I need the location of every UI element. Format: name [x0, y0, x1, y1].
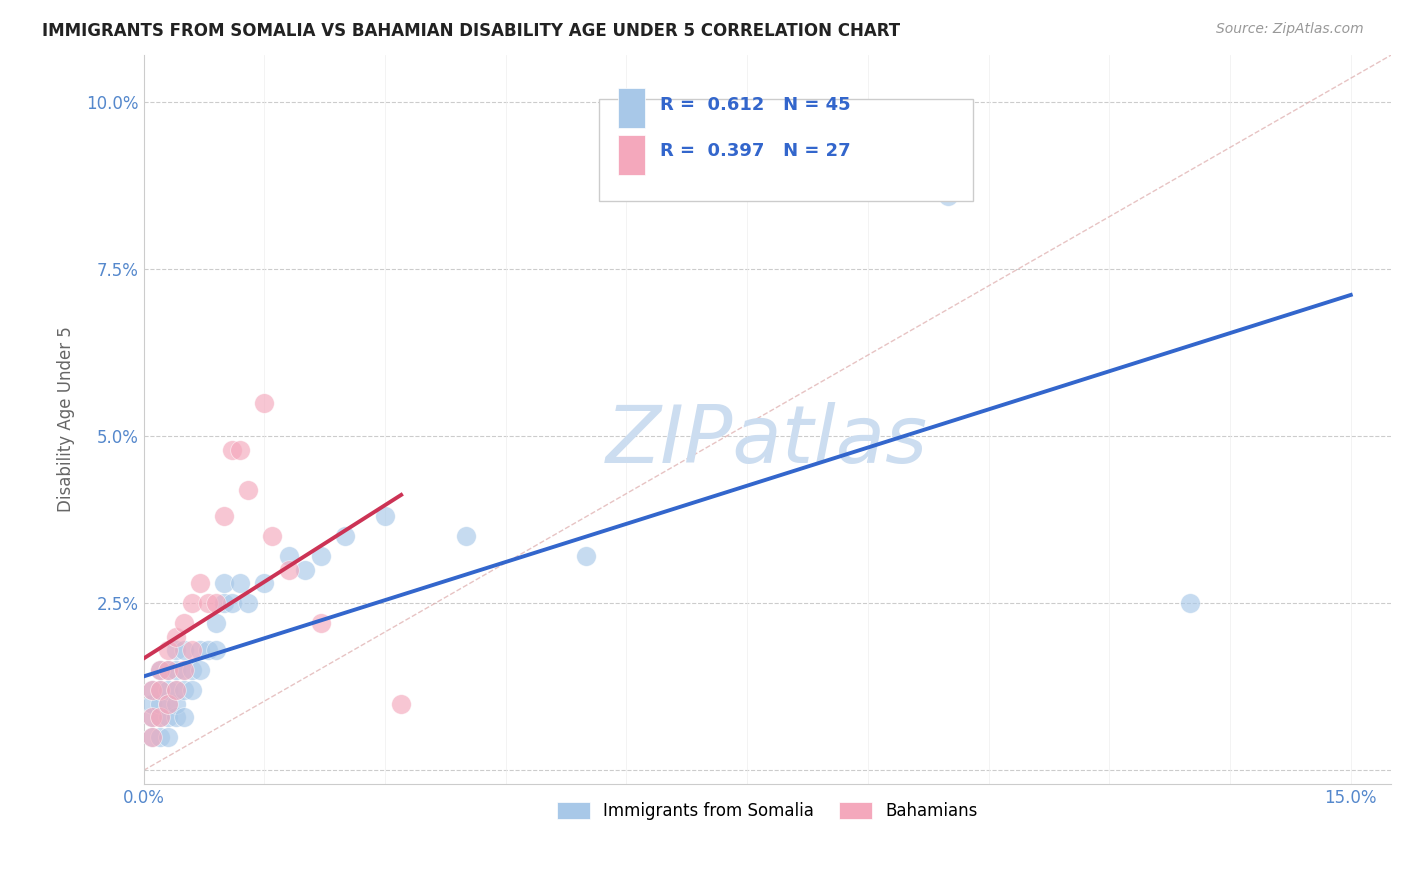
- Point: [156, 710, 179, 724]
- Point: [309, 549, 332, 564]
- Text: ZIPatlas: ZIPatlas: [606, 402, 928, 480]
- Point: [173, 683, 195, 698]
- Point: [389, 697, 412, 711]
- Point: [188, 663, 211, 677]
- Point: [181, 596, 204, 610]
- Text: R =  0.612   N = 45: R = 0.612 N = 45: [659, 95, 851, 113]
- Point: [165, 663, 187, 677]
- Point: [141, 697, 163, 711]
- Point: [165, 643, 187, 657]
- Point: [309, 616, 332, 631]
- Point: [149, 730, 172, 744]
- Point: [141, 730, 163, 744]
- Point: [197, 643, 219, 657]
- Point: [156, 683, 179, 698]
- Point: [253, 576, 276, 591]
- Point: [333, 529, 356, 543]
- Legend: Immigrants from Somalia, Bahamians: Immigrants from Somalia, Bahamians: [550, 795, 984, 826]
- Point: [238, 596, 260, 610]
- FancyBboxPatch shape: [617, 136, 645, 176]
- Point: [277, 563, 299, 577]
- Point: [277, 549, 299, 564]
- FancyBboxPatch shape: [617, 88, 645, 128]
- Point: [173, 616, 195, 631]
- Point: [212, 596, 235, 610]
- Point: [156, 730, 179, 744]
- Point: [188, 643, 211, 657]
- Point: [173, 663, 195, 677]
- Point: [149, 663, 172, 677]
- Point: [149, 683, 172, 698]
- Text: Source: ZipAtlas.com: Source: ZipAtlas.com: [1216, 22, 1364, 37]
- Point: [141, 710, 163, 724]
- Point: [149, 710, 172, 724]
- Point: [238, 483, 260, 497]
- Point: [205, 596, 228, 610]
- Point: [212, 576, 235, 591]
- Text: R =  0.397   N = 27: R = 0.397 N = 27: [659, 143, 851, 161]
- Point: [188, 576, 211, 591]
- Point: [149, 683, 172, 698]
- Point: [141, 683, 163, 698]
- FancyBboxPatch shape: [599, 99, 973, 201]
- Point: [165, 683, 187, 698]
- Point: [141, 683, 163, 698]
- Point: [165, 710, 187, 724]
- Point: [229, 576, 252, 591]
- Point: [149, 663, 172, 677]
- Point: [149, 697, 172, 711]
- Point: [165, 697, 187, 711]
- Point: [1178, 596, 1201, 610]
- Point: [221, 442, 243, 457]
- Point: [156, 663, 179, 677]
- Point: [212, 509, 235, 524]
- Point: [221, 596, 243, 610]
- Point: [156, 643, 179, 657]
- Point: [454, 529, 477, 543]
- Point: [181, 643, 204, 657]
- Point: [197, 596, 219, 610]
- Point: [156, 663, 179, 677]
- Point: [205, 616, 228, 631]
- Point: [253, 395, 276, 409]
- Point: [205, 643, 228, 657]
- Point: [149, 710, 172, 724]
- Point: [938, 188, 960, 202]
- Point: [181, 663, 204, 677]
- Point: [173, 663, 195, 677]
- Point: [575, 549, 598, 564]
- Point: [262, 529, 284, 543]
- Point: [374, 509, 396, 524]
- Y-axis label: Disability Age Under 5: Disability Age Under 5: [58, 326, 75, 512]
- Point: [173, 643, 195, 657]
- Point: [165, 683, 187, 698]
- Point: [156, 697, 179, 711]
- Point: [141, 710, 163, 724]
- Point: [229, 442, 252, 457]
- Point: [156, 697, 179, 711]
- Point: [141, 730, 163, 744]
- Point: [181, 683, 204, 698]
- Point: [173, 710, 195, 724]
- Point: [294, 563, 316, 577]
- Text: IMMIGRANTS FROM SOMALIA VS BAHAMIAN DISABILITY AGE UNDER 5 CORRELATION CHART: IMMIGRANTS FROM SOMALIA VS BAHAMIAN DISA…: [42, 22, 900, 40]
- Point: [165, 630, 187, 644]
